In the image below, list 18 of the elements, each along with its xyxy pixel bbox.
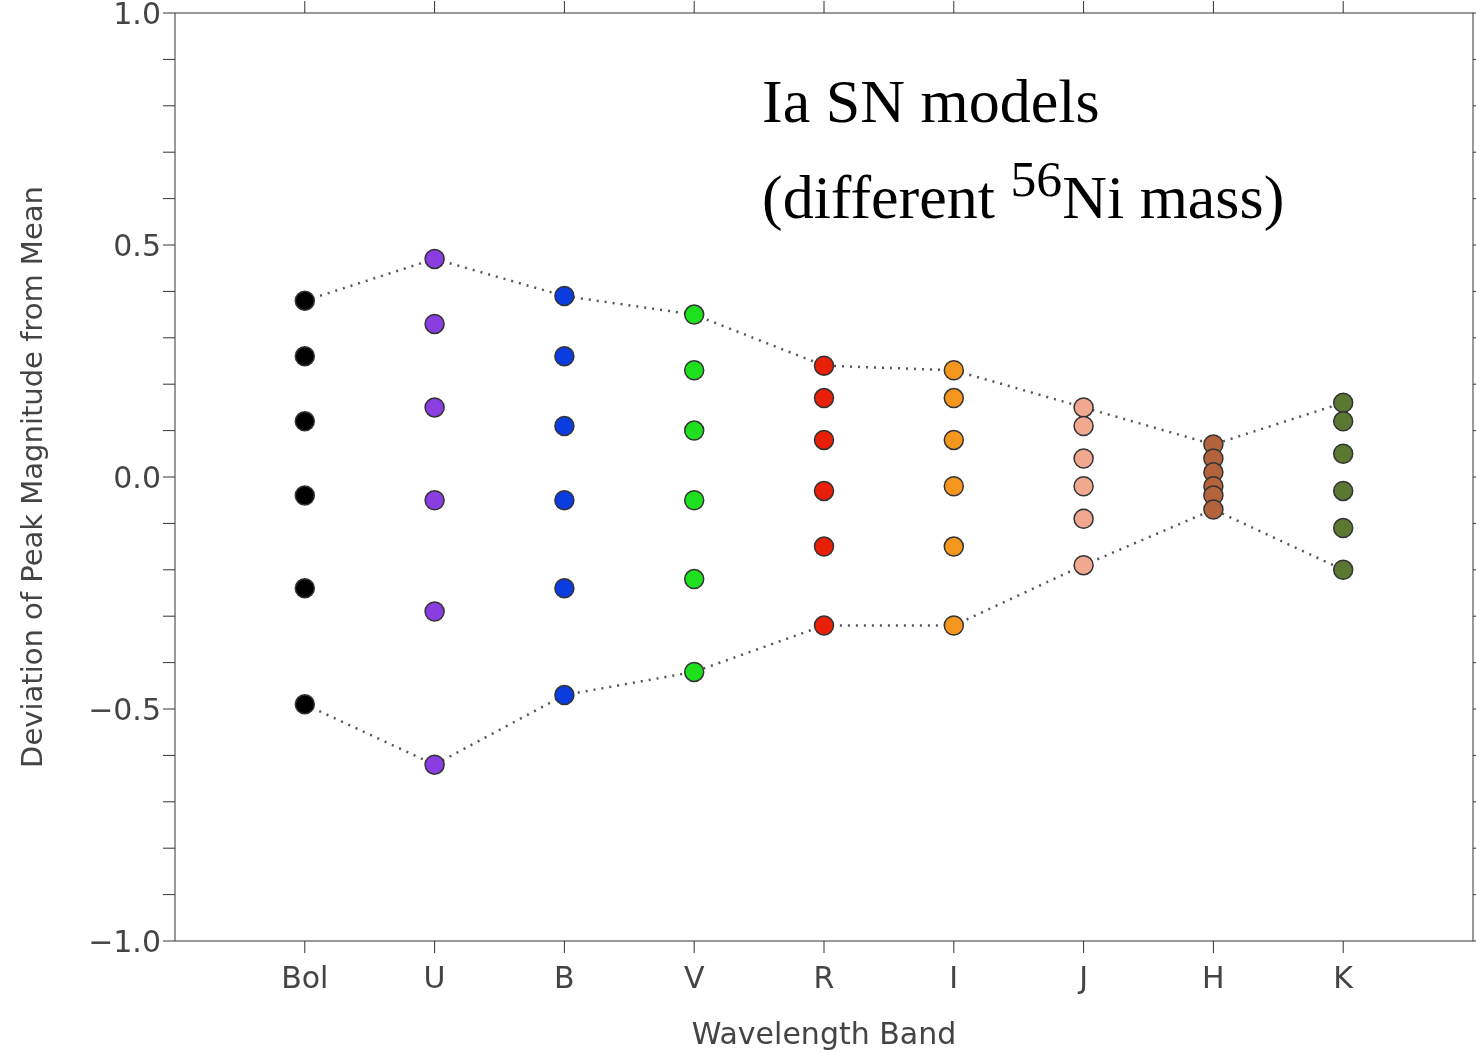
y-axis-title: Deviation of Peak Magnitude from Mean (15, 186, 50, 768)
x-tick-label: B (554, 960, 575, 996)
x-tick-label: K (1333, 960, 1355, 996)
x-tick-label: V (683, 960, 705, 996)
y-tick-label: 1.0 (113, 0, 161, 31)
x-tick-label: U (423, 960, 446, 996)
x-tick-label: J (1077, 960, 1089, 996)
x-tick-label: R (813, 960, 835, 996)
annotation: Ia SN models (762, 66, 1101, 137)
y-tick-label: 0.0 (113, 459, 161, 495)
y-tick-label: −1.0 (88, 923, 161, 959)
annotation: (different $^{56}$Ni mass) (762, 149, 1285, 233)
x-axis-title: Wavelength Band (691, 1016, 957, 1051)
x-tick-label: Bol (281, 960, 329, 996)
y-tick-label: −0.5 (88, 691, 161, 727)
x-tick-label: H (1202, 960, 1225, 996)
x-tick-label: I (949, 960, 959, 996)
y-tick-label: 0.5 (113, 227, 161, 263)
